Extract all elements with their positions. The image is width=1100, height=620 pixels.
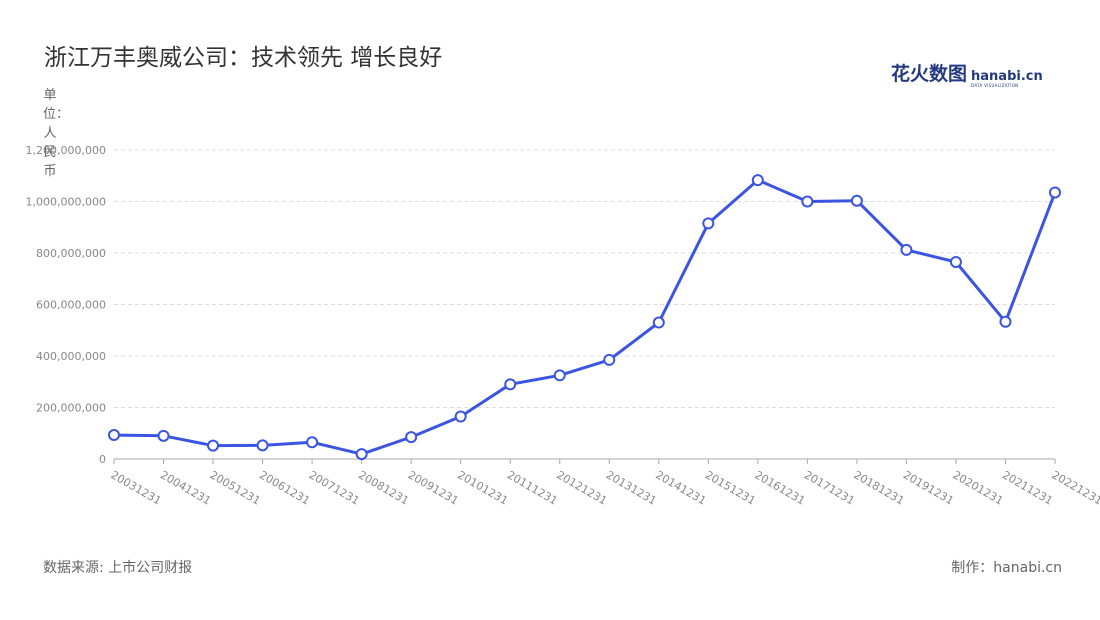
- x-tick-label: 20221231: [1050, 468, 1100, 507]
- x-axis: 2003123120041231200512312006123120071231…: [109, 458, 1100, 508]
- data-point[interactable]: [999, 315, 1012, 328]
- x-tick-label: 20171231: [802, 468, 857, 507]
- chart-title: 浙江万丰奥威公司：技术领先 增长良好: [44, 45, 443, 71]
- x-tick-label: 20071231: [307, 468, 362, 507]
- x-tick-label: 20211231: [1000, 468, 1055, 507]
- data-point[interactable]: [355, 448, 368, 461]
- data-point[interactable]: [405, 431, 418, 444]
- grid-lines: [114, 149, 1055, 408]
- data-point[interactable]: [157, 429, 170, 442]
- y-tick-label: 400,000,000: [36, 350, 106, 363]
- y-tick-label: 1,000,000,000: [26, 196, 106, 209]
- data-source-note: 数据来源: 上市公司财报: [43, 560, 193, 576]
- data-point[interactable]: [306, 436, 319, 449]
- x-tick-label: 20031231: [109, 468, 164, 507]
- logo-english-text: hanabi.cn: [971, 69, 1043, 84]
- x-tick-label: 20091231: [406, 468, 461, 507]
- x-tick-label: 20061231: [257, 468, 312, 507]
- y-axis-ticks: 0 200,000,000 400,000,000 600,000,000 800,00…: [26, 144, 106, 466]
- x-tick-label: 20201231: [950, 468, 1005, 507]
- x-tick-label: 20041231: [158, 468, 213, 507]
- data-point[interactable]: [702, 217, 715, 230]
- x-tick-label: 20151231: [703, 468, 758, 507]
- series-line: [113, 178, 1057, 456]
- data-point[interactable]: [900, 243, 913, 256]
- data-point[interactable]: [504, 378, 517, 391]
- y-tick-label: 600,000,000: [36, 299, 106, 312]
- data-point[interactable]: [949, 256, 962, 269]
- data-points: [108, 174, 1061, 461]
- logo-subtitle-text: DATA VISUALIZATION: [971, 83, 1019, 88]
- x-tick-label: 20181231: [851, 468, 906, 507]
- brand-logo: 花火数图 hanabi.cn DATA VISUALIZATION: [891, 59, 1043, 88]
- x-tick-label: 20141231: [653, 468, 708, 507]
- series-line-group: [113, 178, 1057, 456]
- x-tick-label: 20131231: [604, 468, 659, 507]
- data-point[interactable]: [652, 316, 665, 329]
- x-tick-label: 20101231: [455, 468, 510, 507]
- x-tick-label: 20191231: [901, 468, 956, 507]
- data-point[interactable]: [207, 439, 220, 452]
- x-tick-label: 20051231: [208, 468, 263, 507]
- data-point[interactable]: [553, 369, 566, 382]
- data-point[interactable]: [751, 174, 764, 187]
- x-tick-label: 20081231: [356, 468, 411, 507]
- x-tick-label: 20111231: [505, 468, 560, 507]
- y-tick-label: 200,000,000: [36, 402, 106, 415]
- data-point[interactable]: [256, 439, 269, 452]
- x-tick-label: 20161231: [752, 468, 807, 507]
- data-point[interactable]: [454, 410, 467, 423]
- data-point[interactable]: [1049, 186, 1061, 199]
- logo-english-block: hanabi.cn DATA VISUALIZATION: [971, 70, 1043, 88]
- data-point[interactable]: [801, 195, 814, 208]
- data-point[interactable]: [603, 353, 616, 366]
- x-tick-label: 20121231: [554, 468, 609, 507]
- data-point[interactable]: [108, 429, 120, 442]
- y-tick-label: 800,000,000: [36, 247, 106, 260]
- data-point[interactable]: [850, 194, 863, 207]
- credit-note: 制作：hanabi.cn: [951, 560, 1062, 576]
- logo-chinese-text: 花火数图: [891, 63, 968, 85]
- y-tick-label: 0: [99, 453, 106, 466]
- y-tick-label: 1,200,000,000: [26, 144, 106, 157]
